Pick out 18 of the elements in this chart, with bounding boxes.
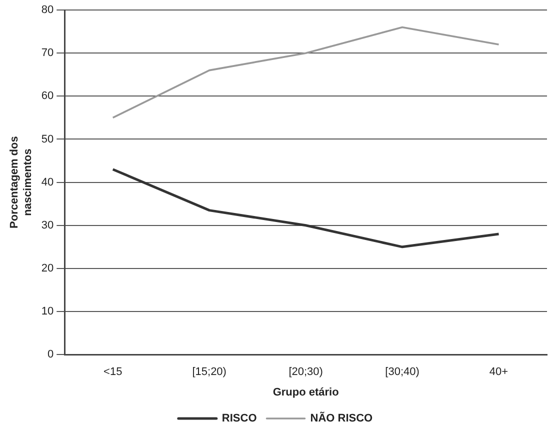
x-tick-label: [30;40) (385, 366, 420, 378)
y-tick-label: 80 (41, 4, 54, 16)
x-tick-label: [15;20) (192, 366, 226, 378)
x-tick-label: <15 (104, 366, 122, 378)
y-tick-label: 20 (41, 262, 54, 274)
x-tick-label: [20;30) (288, 366, 323, 378)
x-tick-label: 40+ (489, 366, 508, 378)
x-axis-title: Grupo etário (272, 386, 340, 398)
y-tick-label: 30 (41, 219, 54, 232)
y-tick-label: 0 (48, 348, 54, 361)
legend-label: RISCO (222, 412, 258, 425)
y-axis-title: Porcentagem dos nascimentos (8, 136, 34, 228)
y-tick-label: 40 (41, 176, 54, 188)
y-tick-label: 10 (41, 306, 54, 318)
legend-label: NÃO RISCO (310, 412, 374, 425)
y-tick-label: 70 (41, 47, 54, 60)
y-tick-label: 60 (41, 90, 54, 102)
y-tick-label: 50 (41, 133, 54, 146)
